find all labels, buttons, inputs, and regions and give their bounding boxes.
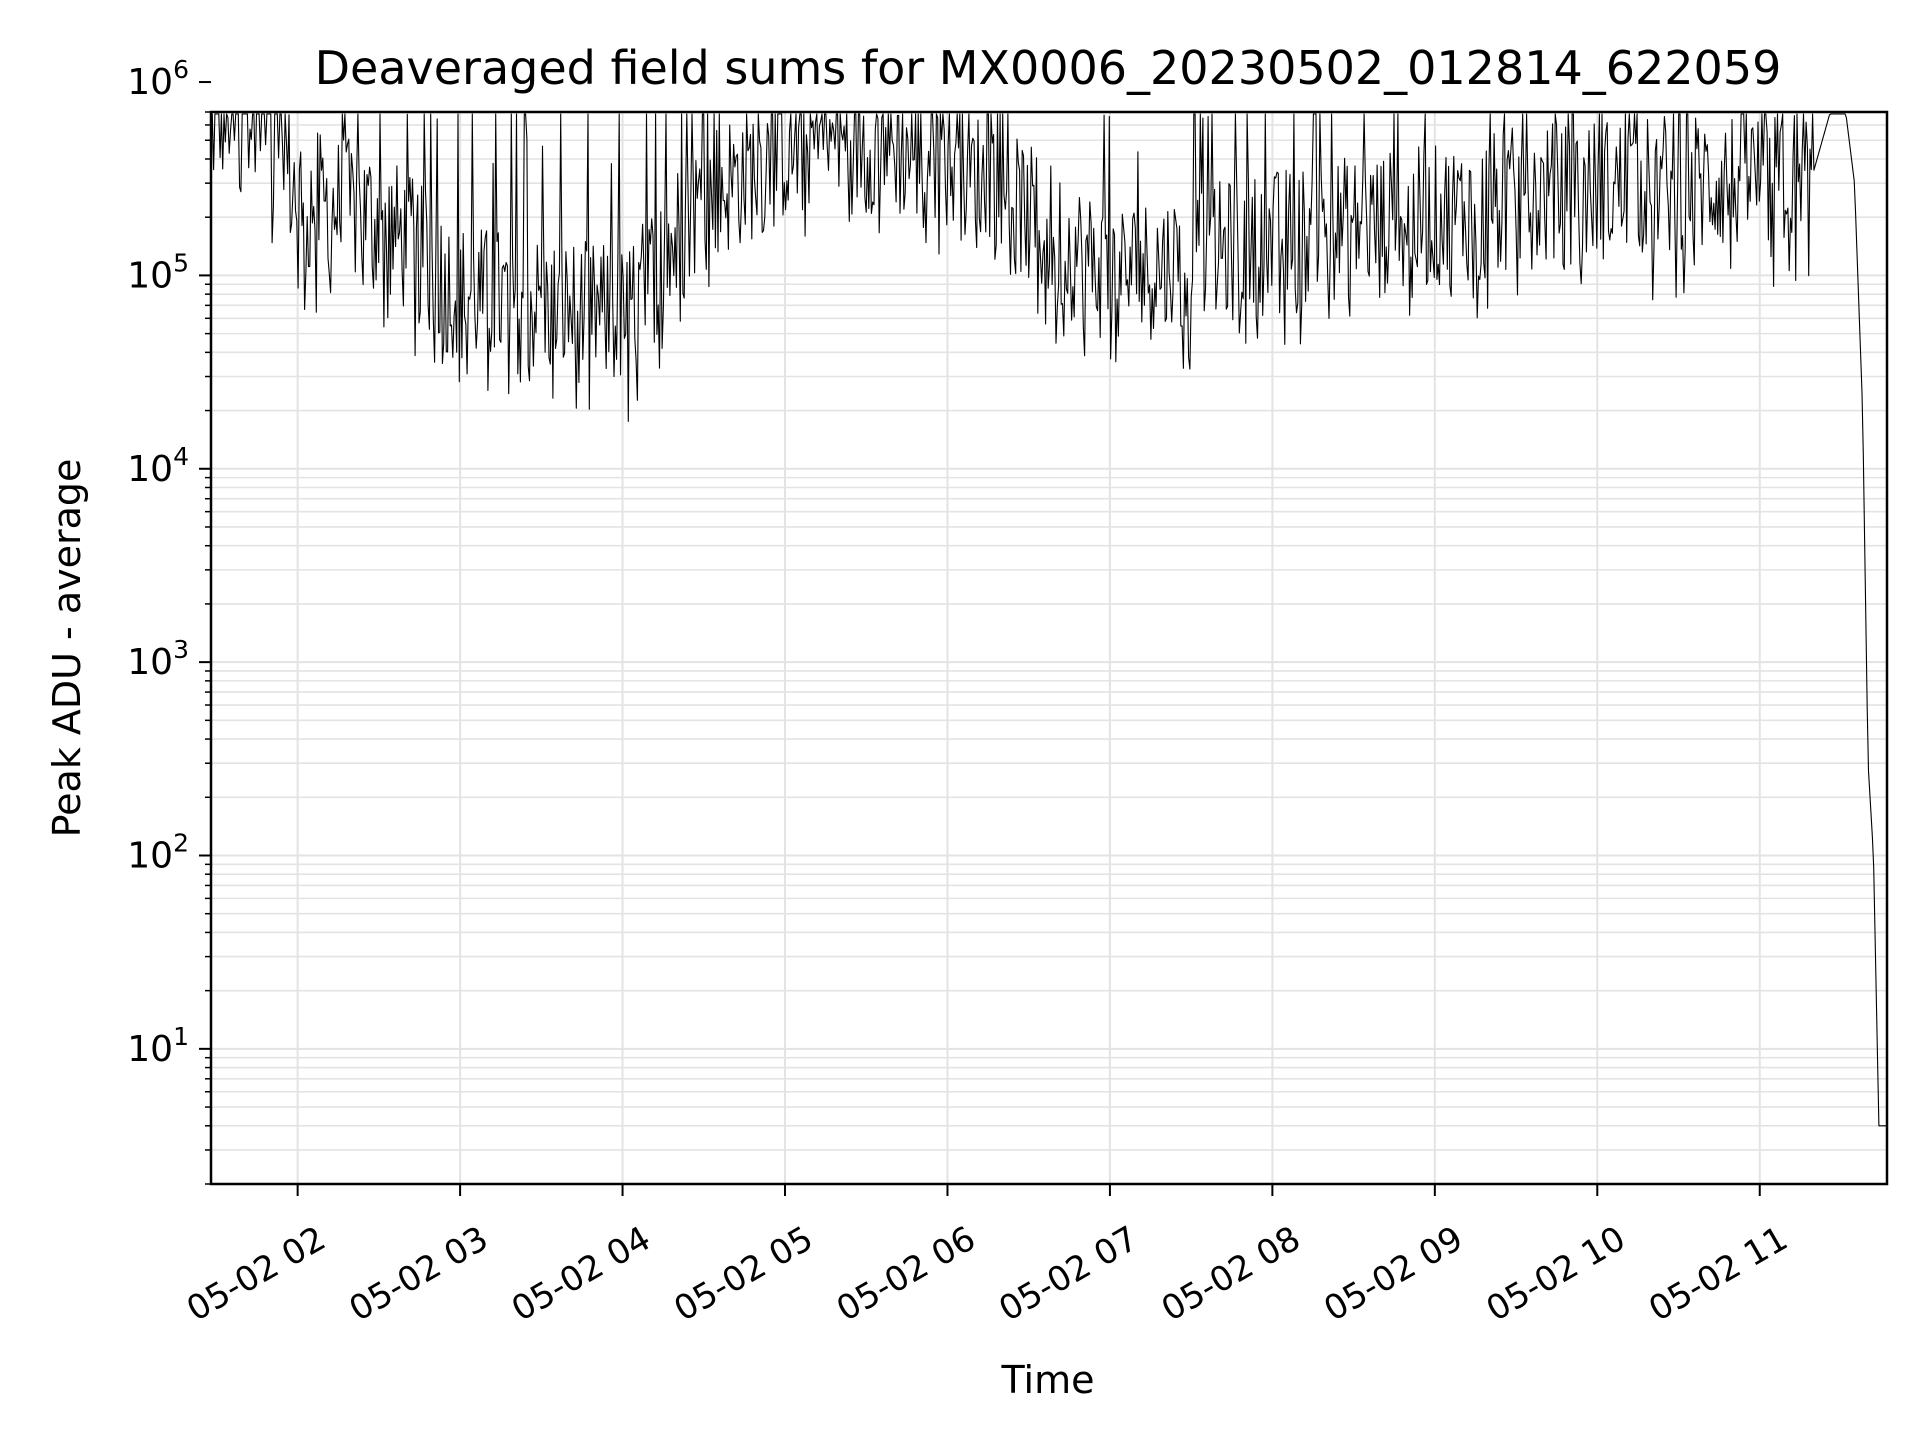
series-group (210, 113, 1887, 1127)
y-tick-label: 102 (127, 828, 189, 876)
y-tick-label: 105 (127, 248, 189, 296)
plot-frame (209, 110, 1889, 1186)
series-line (210, 113, 1887, 1127)
y-tick-label: 101 (127, 1022, 189, 1070)
chart-title: Deaveraged field sums for MX0006_2023050… (315, 41, 1782, 95)
y-axis-label: Peak ADU - average (45, 459, 89, 838)
y-axis-ticks: 101 102 103 104 105 106 (127, 55, 211, 1185)
x-axis-label: Time (1001, 1358, 1095, 1402)
y-tick-label: 103 (127, 635, 189, 683)
grid-lines (211, 111, 1887, 1185)
y-tick-label: 106 (127, 55, 189, 103)
y-tick-label: 104 (127, 442, 189, 490)
